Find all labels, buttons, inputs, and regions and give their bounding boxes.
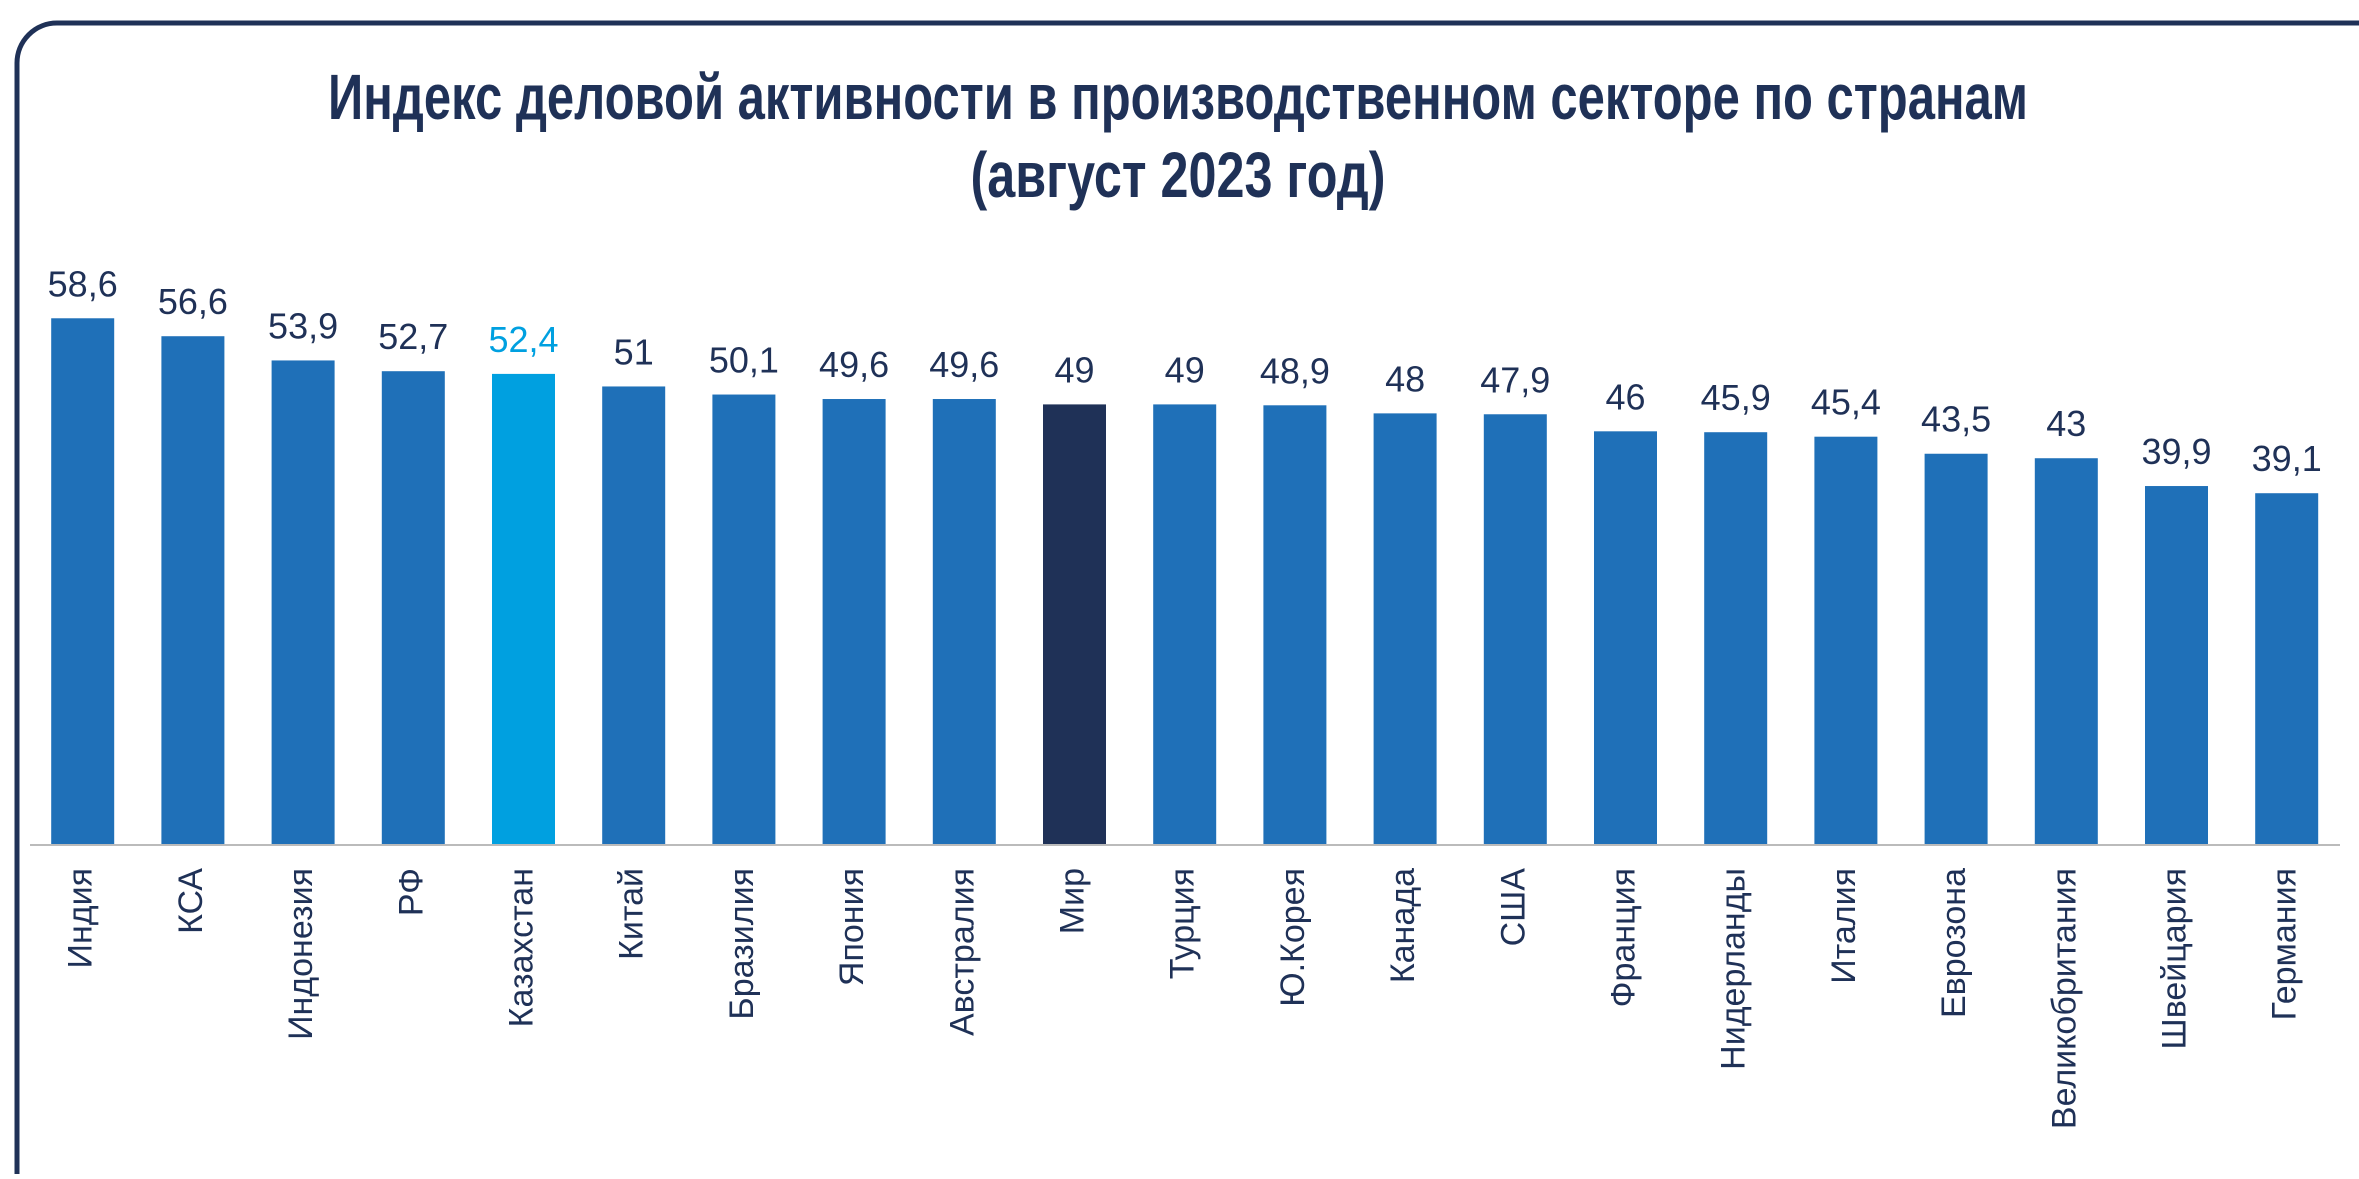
bar xyxy=(51,318,115,844)
value-label: 39,9 xyxy=(2141,431,2211,472)
x-tick-label: РФ xyxy=(392,868,430,916)
bar xyxy=(1594,431,1657,844)
x-tick-label: Еврозона xyxy=(1935,868,1973,1018)
bar xyxy=(1153,404,1217,844)
bar xyxy=(1263,405,1327,844)
value-label: 49,6 xyxy=(929,344,999,385)
bar xyxy=(712,394,776,844)
bar xyxy=(2034,458,2098,844)
bar xyxy=(1483,414,1547,844)
bar xyxy=(1924,453,1988,844)
bar xyxy=(602,386,666,844)
value-label: 46 xyxy=(1605,376,1645,417)
value-label: 52,7 xyxy=(378,316,448,357)
bar xyxy=(1704,432,1768,844)
bar xyxy=(161,336,225,844)
value-label: 45,9 xyxy=(1701,377,1771,418)
x-tick-label: Италия xyxy=(1825,868,1863,984)
bar xyxy=(1814,436,1878,844)
x-tick-label: Бразилия xyxy=(723,868,761,1020)
chart-title: (август 2023 год) xyxy=(971,139,1386,211)
bar xyxy=(932,399,996,844)
x-tick-label: Нидерланды xyxy=(1715,868,1753,1070)
value-label: 58,6 xyxy=(48,263,118,304)
value-label: 39,1 xyxy=(2252,438,2322,479)
bar xyxy=(2255,493,2319,844)
bar xyxy=(1373,413,1437,844)
x-tick-label: Индия xyxy=(62,868,100,968)
x-tick-label: Канада xyxy=(1384,868,1422,983)
x-tick-label: Казахстан xyxy=(502,868,540,1027)
value-label: 45,4 xyxy=(1811,382,1881,423)
x-tick-label: Германия xyxy=(2266,868,2304,1020)
value-label: 43 xyxy=(2046,403,2086,444)
bar xyxy=(381,371,445,844)
x-tick-label: США xyxy=(1494,868,1532,947)
value-label: 48,9 xyxy=(1260,350,1330,391)
value-label: 43,5 xyxy=(1921,399,1991,440)
value-label: 47,9 xyxy=(1480,359,1550,400)
x-tick-label: КСА xyxy=(172,868,210,934)
value-label: 49 xyxy=(1054,349,1094,390)
value-label: 56,6 xyxy=(158,281,228,322)
x-tick-label: Япония xyxy=(833,868,871,986)
value-label: 48 xyxy=(1385,358,1425,399)
value-label: 52,4 xyxy=(488,319,558,360)
x-tick-label: Великобритания xyxy=(2045,868,2083,1129)
bar xyxy=(271,360,335,844)
x-tick-label: Индонезия xyxy=(282,868,320,1040)
x-tick-label: Франция xyxy=(1604,868,1642,1007)
x-tick-label: Китай xyxy=(613,868,651,960)
x-tick-label: Турция xyxy=(1164,868,1202,979)
chart-title: Индекс деловой активности в производстве… xyxy=(328,61,2028,133)
value-label: 51 xyxy=(614,331,654,372)
value-label: 50,1 xyxy=(709,340,779,381)
bar xyxy=(492,373,555,844)
bar xyxy=(1043,404,1106,844)
x-tick-label: Австралия xyxy=(943,868,981,1036)
bar xyxy=(822,399,886,844)
value-label: 53,9 xyxy=(268,305,338,346)
x-tick-label: Ю.Корея xyxy=(1274,868,1312,1007)
x-tick-label: Швейцария xyxy=(2155,868,2193,1049)
bar xyxy=(2145,486,2208,844)
value-label: 49 xyxy=(1165,349,1205,390)
value-label: 49,6 xyxy=(819,344,889,385)
x-tick-label: Мир xyxy=(1053,868,1091,934)
